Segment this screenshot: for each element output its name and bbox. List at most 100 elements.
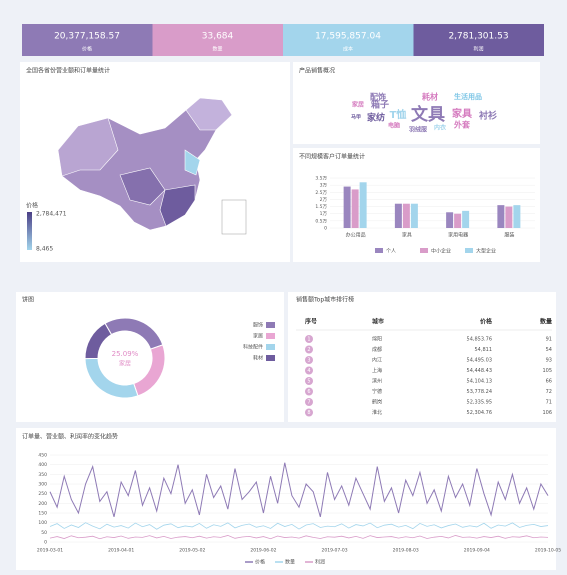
map-region <box>57 117 119 177</box>
table-cell: 66 <box>546 379 552 385</box>
kpi-tile <box>152 24 283 56</box>
table-cell: 7 <box>307 400 310 406</box>
table-cell: 52,304.76 <box>467 410 492 416</box>
word: 家居 <box>352 101 364 109</box>
table-cell: 淮北 <box>372 409 382 416</box>
map-region <box>184 149 201 176</box>
table-cell: 52,335.95 <box>467 400 492 406</box>
panel <box>288 292 556 422</box>
map-region <box>185 97 233 131</box>
table-header: 价格 <box>480 318 493 326</box>
legend-label: 家居 <box>253 333 263 340</box>
kpi-value: 20,377,158.57 <box>54 32 120 42</box>
word: T恤 <box>390 108 407 121</box>
bar <box>343 186 351 228</box>
legend-swatch <box>266 333 275 339</box>
word: 马甲 <box>351 114 361 121</box>
word: 外套 <box>454 120 471 130</box>
table-header: 数量 <box>540 318 552 326</box>
word: 耗材 <box>422 92 438 102</box>
table-cell: 5 <box>307 379 310 385</box>
bar <box>351 189 359 228</box>
table-cell: 1 <box>307 337 310 343</box>
y-tick-label: 0 <box>44 540 47 546</box>
table-cell: 54,811 <box>475 347 493 353</box>
word: 羽绒服 <box>409 126 428 134</box>
bar <box>359 182 367 228</box>
bar <box>454 213 462 228</box>
table-cell: 上海 <box>372 367 382 374</box>
panel <box>16 292 284 422</box>
pie-slice <box>84 322 113 360</box>
kpi-value: 2,781,301.53 <box>448 32 508 42</box>
kpi-label: 数量 <box>212 46 222 53</box>
word: 内衣 <box>434 124 446 132</box>
kpi-label: 价格 <box>82 46 92 53</box>
y-tick-label: 2万 <box>320 197 328 203</box>
y-tick-label: 0.5万 <box>315 218 327 224</box>
x-tick-label: 2019-03-01 <box>37 548 63 554</box>
word: 电脑 <box>388 122 400 130</box>
panel <box>16 428 556 570</box>
kpi-tile <box>22 24 153 56</box>
y-tick-label: 350 <box>38 472 47 478</box>
y-tick-label: 3万 <box>320 183 328 189</box>
table-cell: 4 <box>307 368 310 374</box>
legend-label: 数量 <box>285 559 295 566</box>
word: 生活用品 <box>454 92 482 101</box>
legend-swatch <box>420 248 428 253</box>
x-tick-label: 2019-06-02 <box>250 548 276 554</box>
legend-label: 个人 <box>386 249 396 255</box>
x-tick-label: 服装 <box>504 232 514 239</box>
table-header: 城市 <box>372 318 384 326</box>
word: 家具 <box>452 107 472 120</box>
x-tick-label: 2019-05-02 <box>179 548 205 554</box>
kpi-value: 33,684 <box>202 32 234 42</box>
line-series <box>49 462 549 518</box>
legend-label: 价格 <box>255 559 265 566</box>
table-header: 序号 <box>304 318 317 326</box>
panel-title: 不同规模客户订单量统计 <box>299 153 365 161</box>
y-tick-label: 0 <box>324 226 327 232</box>
table-cell: 2 <box>307 347 310 353</box>
table-cell: 6 <box>307 389 310 395</box>
map-region <box>119 167 166 206</box>
legend-swatch <box>266 355 275 361</box>
legend-swatch <box>465 248 473 253</box>
panel-title: 产品销售概况 <box>299 67 335 75</box>
y-tick-label: 450 <box>38 453 47 459</box>
y-tick-label: 150 <box>38 511 47 517</box>
bar <box>497 205 505 228</box>
y-tick-label: 400 <box>38 462 47 468</box>
legend-label: 中小企业 <box>431 248 451 255</box>
legend-swatch <box>266 344 275 350</box>
pie-center-label: 家居 <box>119 360 131 368</box>
kpi-tile <box>283 24 414 56</box>
y-tick-label: 1万 <box>320 211 328 217</box>
x-tick-label: 2019-08-03 <box>393 548 419 554</box>
legend-title: 价格 <box>26 202 38 210</box>
x-tick-label: 家用电器 <box>448 232 468 239</box>
legend-label: 耗材 <box>253 355 263 362</box>
x-tick-label: 2019-07-03 <box>321 548 347 554</box>
rank-badge <box>305 398 313 406</box>
word: 文具 <box>411 104 445 125</box>
table-cell: 72 <box>546 389 552 395</box>
bar <box>446 212 454 228</box>
y-tick-label: 300 <box>38 482 47 488</box>
bar <box>394 203 402 228</box>
y-tick-label: 1.5万 <box>315 204 327 210</box>
bar <box>505 206 513 228</box>
bar <box>513 205 521 228</box>
x-tick-label: 办公用品 <box>346 232 366 239</box>
y-tick-label: 50 <box>41 530 47 536</box>
word: 箱子 <box>371 99 389 111</box>
y-tick-label: 100 <box>38 520 47 526</box>
table-cell: 8 <box>307 410 310 416</box>
table-cell: 54,495.03 <box>467 358 492 364</box>
table-cell: 宁德 <box>372 388 382 395</box>
panel-title: 全国各省份营业额和订单量统计 <box>26 67 110 75</box>
bar <box>462 210 470 228</box>
colorbar <box>27 212 32 250</box>
